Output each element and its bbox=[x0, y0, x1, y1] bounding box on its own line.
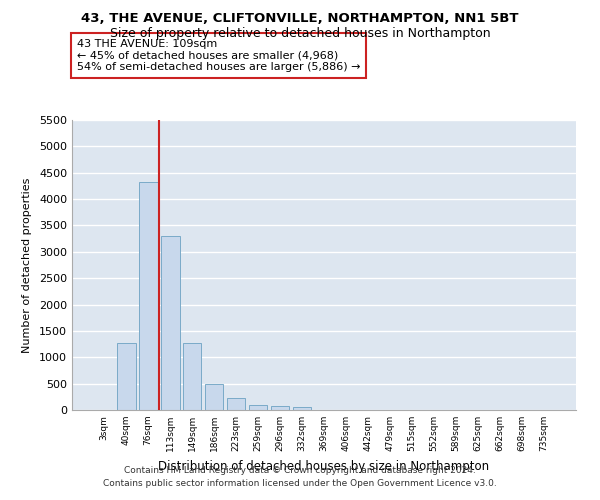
Bar bbox=[293, 408, 311, 410]
Bar bbox=[117, 343, 136, 410]
Bar bbox=[161, 236, 179, 410]
Text: Contains HM Land Registry data © Crown copyright and database right 2024.
Contai: Contains HM Land Registry data © Crown c… bbox=[103, 466, 497, 487]
Bar bbox=[139, 182, 158, 410]
X-axis label: Distribution of detached houses by size in Northampton: Distribution of detached houses by size … bbox=[158, 460, 490, 472]
Bar bbox=[227, 398, 245, 410]
Bar bbox=[271, 406, 289, 410]
Text: 43, THE AVENUE, CLIFTONVILLE, NORTHAMPTON, NN1 5BT: 43, THE AVENUE, CLIFTONVILLE, NORTHAMPTO… bbox=[81, 12, 519, 26]
Text: 43 THE AVENUE: 109sqm
← 45% of detached houses are smaller (4,968)
54% of semi-d: 43 THE AVENUE: 109sqm ← 45% of detached … bbox=[77, 39, 361, 72]
Bar bbox=[249, 406, 268, 410]
Bar bbox=[205, 384, 223, 410]
Bar bbox=[183, 342, 202, 410]
Y-axis label: Number of detached properties: Number of detached properties bbox=[22, 178, 32, 352]
Text: Size of property relative to detached houses in Northampton: Size of property relative to detached ho… bbox=[110, 28, 490, 40]
